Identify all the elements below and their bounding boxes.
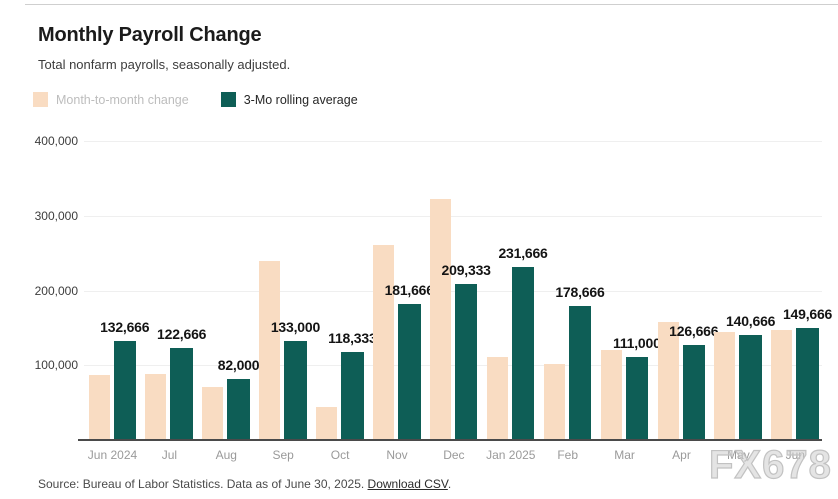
bar-3mo-average-dec	[454, 283, 478, 440]
bar-month-to-month-aug	[202, 386, 224, 440]
gridline-300,000	[84, 215, 822, 217]
x-axis-label: Oct	[330, 448, 350, 462]
bar-value-label: 133,000	[270, 318, 321, 335]
x-axis-label: Feb	[557, 448, 579, 462]
bar-value-label: 132,666	[100, 318, 150, 335]
bar-value-label: 231,666	[498, 244, 548, 261]
bar-month-to-month-dec	[429, 198, 451, 440]
bar-value-label: 118,333	[328, 329, 377, 346]
bar-month-to-month-feb	[543, 363, 565, 440]
legend: Month-to-month change 3-Mo rolling avera…	[33, 92, 358, 107]
bar-3mo-average-jan-2025	[511, 266, 535, 440]
gridline-400,000	[84, 141, 822, 142]
bar-3mo-average-jun-2024	[113, 340, 136, 440]
x-axis-label: Jun	[785, 448, 805, 462]
bar-3mo-average-sep	[284, 340, 307, 440]
x-axis-label: Jun 2024	[87, 448, 138, 462]
bar-month-to-month-apr	[657, 321, 679, 440]
legend-item-month-to-month[interactable]: Month-to-month change	[33, 92, 189, 107]
source-note: Source: Bureau of Labor Statistics. Data…	[38, 477, 451, 491]
bar-value-label: 82,000	[217, 356, 260, 373]
bar-value-label: 140,666	[726, 312, 776, 329]
download-csv-link[interactable]: Download CSV	[367, 477, 448, 491]
bar-month-to-month-jan-2025	[486, 357, 508, 440]
bar-3mo-average-apr	[682, 345, 705, 440]
bar-3mo-average-aug	[227, 378, 250, 440]
bar-month-to-month-jul	[145, 374, 167, 440]
bar-3mo-average-jun	[796, 328, 819, 440]
page-title: Monthly Payroll Change	[38, 24, 262, 46]
gridline-200,000	[84, 290, 822, 292]
x-axis-label: Apr	[672, 448, 691, 462]
x-axis-label: Nov	[386, 448, 408, 462]
page-subtitle: Total nonfarm payrolls, seasonally adjus…	[38, 57, 291, 72]
legend-label-month-to-month: Month-to-month change	[56, 92, 189, 107]
legend-item-rolling-average[interactable]: 3-Mo rolling average	[220, 92, 358, 107]
bar-value-label: 178,666	[555, 284, 605, 301]
bar-month-to-month-oct	[316, 407, 338, 440]
x-axis-label: Sep	[272, 448, 294, 462]
bar-3mo-average-mar	[625, 357, 649, 440]
bar-month-to-month-sep	[259, 260, 281, 440]
bar-value-label: 111,000	[613, 335, 661, 352]
bar-3mo-average-nov	[398, 304, 421, 440]
y-axis-label: 400,000	[34, 134, 78, 148]
x-axis-label: May	[727, 448, 750, 462]
bar-value-label: 122,666	[157, 326, 207, 343]
x-axis-label: Jan 2025	[486, 448, 536, 462]
fx678-watermark: FX678	[708, 443, 832, 487]
bar-month-to-month-nov	[373, 244, 394, 440]
source-text: Source: Bureau of Labor Statistics. Data…	[38, 477, 368, 491]
legend-swatch-month-to-month	[33, 92, 48, 107]
bar-3mo-average-feb	[568, 306, 592, 440]
x-axis-label: Jul	[161, 448, 178, 462]
bar-month-to-month-jun-2024	[88, 374, 110, 440]
x-axis-label: Mar	[614, 448, 635, 462]
legend-label-rolling-average: 3-Mo rolling average	[243, 92, 358, 107]
x-axis-label: Aug	[215, 448, 237, 462]
bar-3mo-average-jul	[170, 348, 193, 440]
bar-3mo-average-may	[739, 334, 762, 440]
bar-3mo-average-oct	[341, 351, 364, 440]
x-axis-line	[78, 439, 822, 441]
bar-month-to-month-jun	[771, 330, 793, 440]
y-axis-label: 200,000	[34, 283, 78, 298]
legend-swatch-rolling-average	[220, 92, 236, 107]
y-axis-label: 100,000	[34, 358, 78, 373]
source-period: .	[447, 477, 452, 491]
top-divider	[25, 4, 838, 5]
bar-month-to-month-may	[714, 332, 736, 440]
bar-value-label: 149,666	[782, 306, 833, 323]
bar-month-to-month-mar	[600, 350, 622, 440]
gridline-100,000	[84, 365, 822, 367]
bar-value-label: 209,333	[441, 261, 491, 278]
bar-value-label: 126,666	[669, 323, 719, 340]
bar-value-label: 181,666	[384, 282, 434, 299]
y-axis-label: 300,000	[34, 208, 78, 223]
x-axis-label: Dec	[443, 448, 465, 462]
